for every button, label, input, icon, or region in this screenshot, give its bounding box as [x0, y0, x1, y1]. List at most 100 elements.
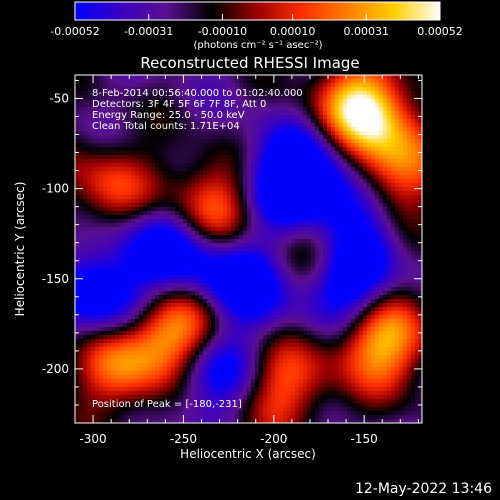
heatmap-cell [235, 179, 240, 184]
heatmap-cell [323, 295, 328, 300]
heatmap-cell [163, 291, 168, 296]
heatmap-cell [135, 171, 140, 176]
heatmap-cell [175, 75, 180, 80]
heatmap-cell [407, 75, 412, 80]
heatmap-cell [255, 83, 260, 88]
heatmap-cell [247, 99, 252, 104]
heatmap-cell [291, 251, 296, 256]
heatmap-cell [151, 251, 156, 256]
heatmap-cell [335, 135, 340, 140]
heatmap-cell [287, 211, 292, 216]
heatmap-cell [271, 275, 276, 280]
heatmap-cell [327, 107, 332, 112]
heatmap-cell [347, 139, 352, 144]
heatmap-cell [415, 107, 420, 112]
heatmap-cell [83, 231, 88, 236]
heatmap-cell [207, 271, 212, 276]
heatmap-cell [171, 99, 176, 104]
heatmap-cell [95, 87, 100, 92]
heatmap-cell [415, 127, 420, 132]
heatmap-cell [379, 247, 384, 252]
heatmap-cell [231, 203, 236, 208]
heatmap-cell [367, 163, 372, 168]
heatmap-cell [87, 163, 92, 168]
heatmap-cell [251, 131, 256, 136]
heatmap-cell [175, 115, 180, 120]
heatmap-cell [271, 187, 276, 192]
heatmap-cell [239, 75, 244, 80]
heatmap-cell [147, 119, 152, 124]
heatmap-cell [319, 147, 324, 152]
heatmap-cell [99, 199, 104, 204]
heatmap-cell [175, 163, 180, 168]
heatmap-cell [219, 291, 224, 296]
heatmap-cell [347, 199, 352, 204]
heatmap-cell [215, 187, 220, 192]
heatmap-cell [291, 179, 296, 184]
heatmap-cell [287, 111, 292, 116]
heatmap-cell [91, 143, 96, 148]
heatmap-cell [171, 223, 176, 228]
heatmap-cell [183, 103, 188, 108]
heatmap-cell [171, 283, 176, 288]
heatmap-cell [179, 95, 184, 100]
heatmap-cell [419, 251, 422, 256]
heatmap-cell [207, 127, 212, 132]
colorbar-tick-label: -0.00052 [50, 25, 99, 38]
heatmap-cell [247, 159, 252, 164]
heatmap-cell [355, 119, 360, 124]
heatmap-cell [327, 279, 332, 284]
heatmap-cell [103, 275, 108, 280]
heatmap-cell [403, 243, 408, 248]
heatmap-cell [355, 83, 360, 88]
heatmap-cell [407, 271, 412, 276]
heatmap-cell [135, 147, 140, 152]
heatmap-cell [275, 251, 280, 256]
heatmap-cell [215, 243, 220, 248]
heatmap-cell [111, 171, 116, 176]
heatmap-cell [391, 183, 396, 188]
heatmap-cell [111, 115, 116, 120]
heatmap-cell [287, 179, 292, 184]
heatmap-cell [411, 203, 416, 208]
heatmap-cell [319, 219, 324, 224]
heatmap-cell [367, 299, 372, 304]
heatmap-cell [239, 175, 244, 180]
heatmap-cell [199, 99, 204, 104]
heatmap-cell [419, 151, 422, 156]
heatmap-cell [295, 219, 300, 224]
heatmap-cell [383, 239, 388, 244]
heatmap-cell [415, 295, 420, 300]
heatmap-cell [343, 79, 348, 84]
heatmap-cell [115, 195, 120, 200]
heatmap-cell [239, 299, 244, 304]
heatmap-cell [135, 111, 140, 116]
heatmap-cell [363, 255, 368, 260]
heatmap-cell [219, 243, 224, 248]
heatmap-cell [255, 243, 260, 248]
heatmap-cell [203, 267, 208, 272]
heatmap-cell [319, 163, 324, 168]
heatmap-cell [79, 103, 84, 108]
heatmap-cell [151, 291, 156, 296]
heatmap-cell [267, 223, 272, 228]
heatmap-cell [275, 211, 280, 216]
heatmap-cell [87, 291, 92, 296]
heatmap-cell [255, 195, 260, 200]
heatmap-cell [287, 103, 292, 108]
heatmap-cell [91, 87, 96, 92]
heatmap-cell [323, 123, 328, 128]
heatmap-cell [295, 243, 300, 248]
heatmap-cell [263, 299, 268, 304]
heatmap-cell [91, 159, 96, 164]
heatmap-cell [199, 179, 204, 184]
heatmap-cell [215, 191, 220, 196]
heatmap-cell [103, 219, 108, 224]
heatmap-cell [247, 79, 252, 84]
heatmap-cell [415, 99, 420, 104]
heatmap-cell [267, 255, 272, 260]
heatmap-cell [103, 159, 108, 164]
heatmap-cell [143, 75, 148, 80]
heatmap-cell [243, 87, 248, 92]
heatmap-cell [127, 91, 132, 96]
